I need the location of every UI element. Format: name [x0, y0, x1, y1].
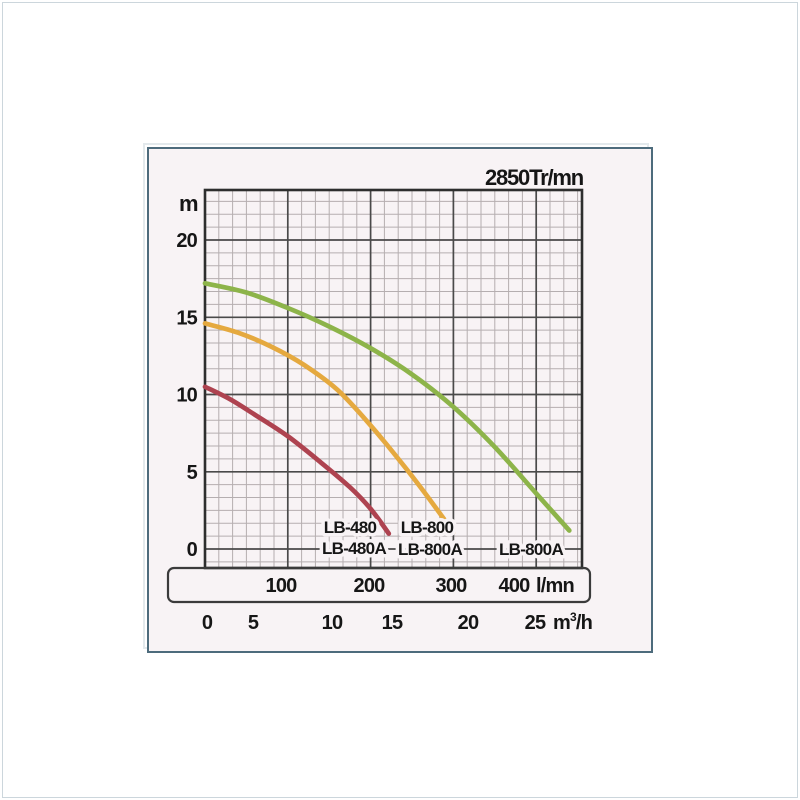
- grid-minor-lines: [205, 190, 582, 568]
- x-m3h-tick-20: 20: [458, 612, 479, 634]
- x-m3h-tick-5: 5: [248, 612, 259, 634]
- x-m3h-tick-10: 10: [322, 612, 343, 634]
- y-tick-10: 10: [176, 385, 197, 407]
- series-label-lb-800: LB-800: [401, 518, 454, 537]
- y-axis-unit-label: m: [179, 191, 198, 216]
- grid-background: [205, 190, 582, 568]
- x-axis-band: [166, 566, 592, 604]
- x-axis-frame: [166, 566, 592, 604]
- x-m3h-tick-25: 25: [525, 612, 546, 634]
- x-axis-unit-lmn: l/mn: [536, 575, 574, 597]
- series-label-lb-800a: LB-800A: [499, 540, 563, 559]
- y-tick-20: 20: [176, 230, 197, 252]
- y-tick-15: 15: [176, 307, 197, 329]
- chart-title: 2850Tr/mn: [485, 165, 584, 190]
- curve-lb-800a: [202, 280, 572, 533]
- series-label-lb-800a: LB-800A: [398, 540, 462, 559]
- curve-lb-800-lb-800a: [202, 321, 456, 535]
- axis-labels: 20 15 10 5 0 100 200 300 400 l/mn 0 5 10 15 20 25 m3/h: [176, 230, 593, 634]
- series-label-layer: LB-480 LB-480A LB-800 LB-800A LB-800A: [318, 515, 567, 563]
- curve-lb-480-lb-480a: [202, 384, 392, 536]
- x-lmn-tick-200: 200: [354, 575, 386, 597]
- x-m3h-tick-15: 15: [382, 612, 403, 634]
- x-lmn-tick-300: 300: [436, 575, 468, 597]
- curve-layer: [202, 280, 572, 536]
- y-tick-0: 0: [187, 539, 198, 561]
- x-lmn-tick-100: 100: [266, 575, 298, 597]
- grid-layer: [203, 188, 584, 570]
- x-lmn-tick-400: 400: [499, 575, 531, 597]
- x-axis-unit-m3h: m3/h: [553, 610, 592, 634]
- series-label-lb-480: LB-480: [324, 518, 377, 537]
- y-tick-5: 5: [187, 462, 198, 484]
- x-m3h-tick-0: 0: [202, 612, 213, 634]
- series-label-lb-480a: LB-480A: [322, 539, 386, 558]
